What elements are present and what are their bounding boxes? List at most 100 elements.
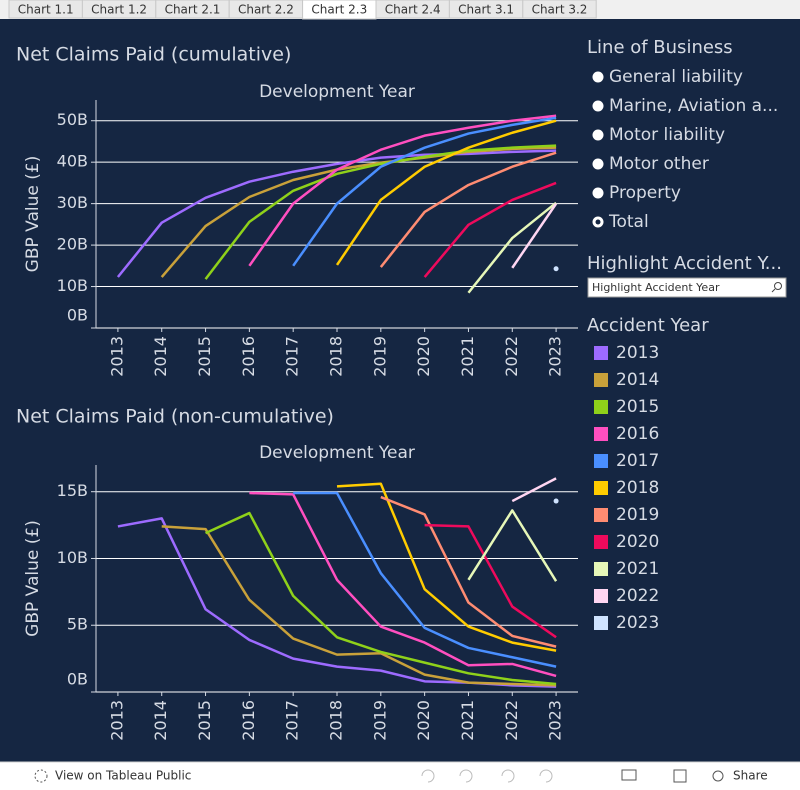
legend-swatch[interactable] (594, 589, 608, 603)
series-line (335, 119, 557, 266)
data-point (553, 266, 559, 272)
history-icon[interactable] (459, 769, 473, 783)
x-tick-label: 2016 (239, 336, 258, 377)
legend-label[interactable]: 2020 (616, 532, 659, 552)
history-icon[interactable] (421, 769, 435, 783)
legend-label[interactable]: 2023 (616, 613, 659, 633)
x-tick-label: 2021 (458, 700, 477, 741)
tab[interactable] (522, 0, 597, 19)
radio-dot[interactable] (595, 219, 601, 225)
search-box[interactable] (587, 277, 787, 298)
radio-label[interactable]: Motor other (609, 154, 709, 174)
legend-swatch[interactable] (594, 454, 608, 468)
legend-label[interactable]: 2015 (616, 397, 659, 417)
legend-label[interactable]: 2017 (616, 451, 659, 471)
legend-swatch[interactable] (594, 481, 608, 495)
tab-label[interactable]: Chart 2.1 (165, 3, 221, 17)
legend-title: Accident Year (587, 315, 709, 336)
x-tick-label: 2019 (370, 700, 389, 741)
x-tick-label: 2016 (239, 700, 258, 741)
data-point (553, 498, 559, 504)
x-tick-label: 2014 (151, 700, 170, 741)
legend-label[interactable]: 2013 (616, 343, 659, 363)
y-axis-label: GBP Value (£) (23, 156, 43, 273)
tab-label[interactable]: Chart 1.2 (91, 3, 147, 17)
x-tick-label: 2022 (502, 336, 521, 377)
chart-title: Net Claims Paid (non-cumulative) (16, 406, 334, 428)
radio-label[interactable]: General liability (609, 67, 743, 87)
download-icon[interactable] (621, 769, 637, 781)
series-line (467, 201, 557, 294)
tableau-icon (34, 769, 48, 783)
search-icon (774, 282, 782, 290)
legend-swatch[interactable] (594, 400, 608, 414)
legend-label[interactable]: 2021 (616, 559, 659, 579)
legend-swatch[interactable] (594, 562, 608, 576)
radio-button[interactable] (592, 100, 604, 112)
fullscreen-icon[interactable] (673, 769, 687, 783)
radio-button[interactable] (592, 129, 604, 141)
series-line (205, 511, 557, 686)
x-tick-label: 2018 (327, 336, 346, 377)
footer-bar (0, 762, 800, 790)
legend-label[interactable]: 2022 (616, 586, 659, 606)
x-tick-label: 2019 (370, 336, 389, 377)
x-axis-label: Development Year (259, 443, 415, 463)
series-line (204, 144, 557, 280)
y-tick-label: 15B (57, 481, 88, 500)
x-tick-label: 2020 (414, 336, 433, 377)
legend-label[interactable]: 2019 (616, 505, 659, 525)
legend-swatch[interactable] (594, 346, 608, 360)
legend-swatch[interactable] (594, 373, 608, 387)
y-tick-label: 5B (67, 615, 88, 634)
radio-label[interactable]: Marine, Aviation a... (609, 96, 778, 116)
tab-label[interactable]: Chart 2.2 (238, 3, 294, 17)
search-placeholder[interactable]: Highlight Accident Year (592, 281, 720, 294)
series-line (249, 491, 557, 678)
radio-button[interactable] (592, 158, 604, 170)
search-icon-handle (771, 288, 776, 293)
tab-label[interactable]: Chart 1.1 (18, 3, 74, 17)
tab-label[interactable]: Chart 3.1 (458, 3, 514, 17)
history-icon[interactable] (501, 769, 515, 783)
series-line (467, 509, 558, 582)
legend-swatch[interactable] (594, 535, 608, 549)
y-tick-label: 30B (57, 193, 88, 212)
y-tick-label: 20B (57, 235, 88, 254)
tab-label[interactable]: Chart 2.3 (311, 3, 367, 17)
x-tick-label: 2023 (546, 700, 565, 741)
series-line (511, 202, 558, 269)
x-axis-label: Development Year (259, 82, 415, 102)
radio-label[interactable]: Motor liability (609, 125, 725, 145)
radio-label[interactable]: Total (608, 212, 649, 232)
footer-link[interactable]: View on Tableau Public (55, 769, 191, 783)
legend-swatch[interactable] (594, 427, 608, 441)
radio-button[interactable] (592, 187, 604, 199)
legend-swatch[interactable] (594, 508, 608, 522)
y-tick-label: 0B (67, 670, 88, 689)
x-tick-label: 2018 (327, 700, 346, 741)
series-line (161, 525, 557, 687)
legend-label[interactable]: 2014 (616, 370, 659, 390)
tab-label[interactable]: Chart 3.2 (532, 3, 588, 17)
x-tick-label: 2013 (107, 336, 126, 377)
legend-label[interactable]: 2018 (616, 478, 659, 498)
tab-label[interactable]: Chart 2.4 (385, 3, 441, 17)
x-tick-label: 2014 (151, 336, 170, 377)
legend-swatch[interactable] (594, 616, 608, 630)
share-label[interactable]: Share (733, 769, 768, 783)
legend-label[interactable]: 2016 (616, 424, 659, 444)
radio-label[interactable]: Property (609, 183, 681, 203)
x-tick-label: 2017 (283, 336, 302, 377)
series-line (293, 491, 557, 668)
y-axis-label: GBP Value (£) (23, 520, 43, 637)
radio-button[interactable] (592, 71, 604, 83)
y-tick-label: 10B (57, 548, 88, 567)
history-icon[interactable] (539, 769, 553, 783)
share-icon[interactable] (712, 770, 724, 782)
series-line (511, 477, 557, 503)
x-tick-label: 2023 (546, 336, 565, 377)
